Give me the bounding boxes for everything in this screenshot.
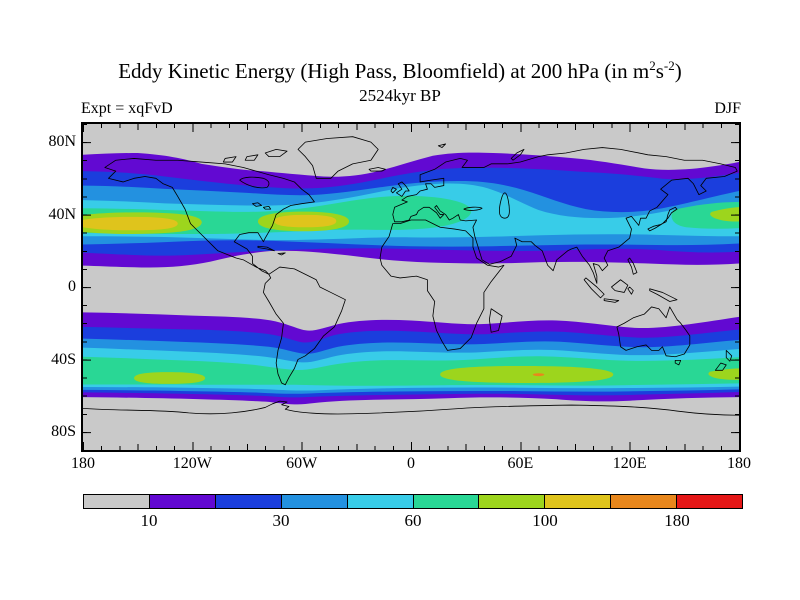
band-nh-gold-pacific bbox=[83, 216, 178, 231]
title-superscript-2: 2 bbox=[649, 58, 656, 73]
x-tick-label-120e: 120E bbox=[612, 455, 647, 472]
plot-title: Eddy Kinetic Energy (High Pass, Bloomfie… bbox=[0, 58, 800, 84]
coast-japan bbox=[647, 206, 678, 232]
colorbar-segment-orange bbox=[610, 495, 677, 508]
band-sh-orange-indian bbox=[532, 373, 545, 377]
colorbar-label-60: 60 bbox=[404, 511, 422, 530]
title-s: s bbox=[655, 59, 664, 83]
coastlines bbox=[83, 136, 739, 416]
coast-philippines bbox=[627, 257, 638, 275]
colorbar-label-180: 180 bbox=[664, 511, 690, 530]
colorbar bbox=[83, 494, 743, 509]
colorbar-segment-cyan bbox=[346, 495, 413, 508]
colorbar-segment-blue bbox=[214, 495, 281, 508]
band-nh-green-west-pacific bbox=[671, 201, 739, 229]
y-axis-labels: 80N 40N 0 40S 80S bbox=[26, 0, 76, 600]
map-panel bbox=[81, 122, 741, 452]
x-tick-label-180e: 180 bbox=[727, 455, 751, 472]
map-header-row: Expt = xqFvD DJF bbox=[81, 100, 741, 118]
colorbar-label-100: 100 bbox=[532, 511, 558, 530]
x-tick-label-0: 0 bbox=[407, 455, 415, 472]
y-tick-label-40n: 40N bbox=[48, 205, 76, 223]
plot-subtitle: 2524kyr BP bbox=[359, 86, 441, 105]
colorbar-segment-purple bbox=[148, 495, 215, 508]
coast-africa bbox=[379, 219, 505, 351]
x-tick-label-60w: 60W bbox=[286, 455, 318, 472]
x-tick-label-180w: 180 bbox=[71, 455, 95, 472]
x-tick-label-120w: 120W bbox=[172, 455, 212, 472]
coast-great-lakes bbox=[252, 202, 272, 210]
coast-british-isles bbox=[390, 181, 410, 197]
coast-south-america bbox=[262, 266, 346, 386]
colorbar-label-30: 30 bbox=[272, 511, 290, 530]
band-sh-chartreuse-se-pacific bbox=[134, 372, 206, 384]
coast-arctic-islands bbox=[222, 143, 525, 163]
season-label: DJF bbox=[714, 100, 741, 117]
title-close-paren: ) bbox=[674, 59, 682, 83]
world-map-svg bbox=[83, 124, 739, 450]
colorbar-segment-medium-blue bbox=[280, 495, 347, 508]
experiment-label: Expt = xqFvD bbox=[81, 100, 173, 117]
coast-caribbean bbox=[257, 245, 286, 256]
coast-eurasia bbox=[392, 147, 738, 284]
coast-madagascar bbox=[488, 308, 503, 333]
coast-north-america bbox=[104, 158, 315, 275]
y-tick-label-80n: 80N bbox=[48, 133, 76, 150]
band-sh-chartreuse-indian bbox=[440, 365, 614, 383]
y-tick-label-80s: 80S bbox=[51, 423, 76, 440]
coast-australia bbox=[616, 306, 691, 358]
coast-tasmania-nz bbox=[674, 349, 733, 371]
y-tick-label-0: 0 bbox=[68, 278, 76, 295]
coast-iceland bbox=[368, 167, 386, 172]
coast-greenland bbox=[297, 136, 379, 179]
colorbar-segment-chartreuse bbox=[478, 495, 545, 508]
title-text: Eddy Kinetic Energy (High Pass, Bloomfie… bbox=[118, 59, 650, 83]
y-tick-label-40s: 40S bbox=[51, 350, 76, 368]
x-axis-labels: 180 120W 60W 0 60E 120E 180 bbox=[71, 455, 751, 475]
colorbar-label-10: 10 bbox=[140, 511, 158, 530]
coast-indonesia bbox=[583, 277, 678, 303]
coast-inland-seas bbox=[463, 192, 510, 219]
colorbar-segment-gray bbox=[84, 495, 149, 508]
coast-hudson-bay bbox=[239, 176, 270, 189]
x-tick-label-60e: 60E bbox=[507, 455, 534, 472]
colorbar-segment-green bbox=[412, 495, 479, 508]
contour-field bbox=[83, 124, 739, 450]
coast-antarctica bbox=[83, 400, 739, 416]
colorbar-segment-gold bbox=[544, 495, 611, 508]
colorbar-segment-red bbox=[676, 495, 743, 508]
title-superscript-minus2: -2 bbox=[663, 58, 675, 73]
colorbar-labels: 10 30 60 100 180 bbox=[83, 511, 741, 533]
band-nh-gold-atlantic bbox=[274, 214, 337, 228]
